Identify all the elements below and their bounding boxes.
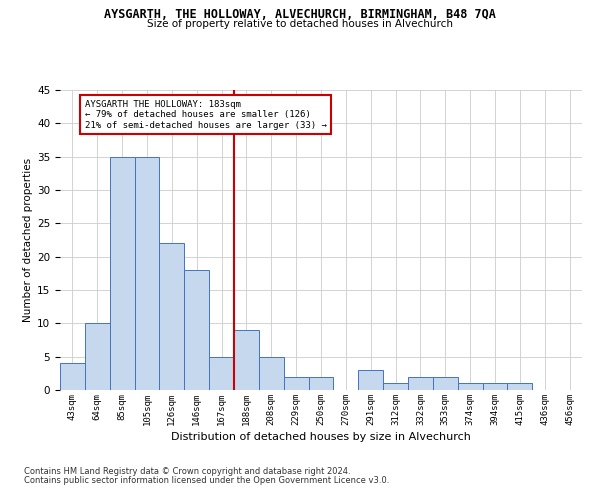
Bar bbox=[482, 384, 508, 390]
Bar bbox=[234, 330, 259, 390]
Bar bbox=[259, 356, 284, 390]
Bar bbox=[160, 244, 184, 390]
Text: AYSGARTH THE HOLLOWAY: 183sqm
← 79% of detached houses are smaller (126)
21% of : AYSGARTH THE HOLLOWAY: 183sqm ← 79% of d… bbox=[85, 100, 327, 130]
Bar bbox=[308, 376, 334, 390]
Y-axis label: Number of detached properties: Number of detached properties bbox=[23, 158, 33, 322]
Bar bbox=[184, 270, 209, 390]
Text: Contains public sector information licensed under the Open Government Licence v3: Contains public sector information licen… bbox=[24, 476, 389, 485]
Text: Distribution of detached houses by size in Alvechurch: Distribution of detached houses by size … bbox=[171, 432, 471, 442]
Bar bbox=[110, 156, 134, 390]
Bar bbox=[408, 376, 433, 390]
Bar bbox=[508, 384, 532, 390]
Bar bbox=[458, 384, 482, 390]
Bar bbox=[433, 376, 458, 390]
Bar bbox=[60, 364, 85, 390]
Bar bbox=[134, 156, 160, 390]
Bar bbox=[358, 370, 383, 390]
Text: Size of property relative to detached houses in Alvechurch: Size of property relative to detached ho… bbox=[147, 19, 453, 29]
Bar bbox=[284, 376, 308, 390]
Text: AYSGARTH, THE HOLLOWAY, ALVECHURCH, BIRMINGHAM, B48 7QA: AYSGARTH, THE HOLLOWAY, ALVECHURCH, BIRM… bbox=[104, 8, 496, 20]
Bar bbox=[383, 384, 408, 390]
Bar bbox=[209, 356, 234, 390]
Bar bbox=[85, 324, 110, 390]
Text: Contains HM Land Registry data © Crown copyright and database right 2024.: Contains HM Land Registry data © Crown c… bbox=[24, 467, 350, 476]
